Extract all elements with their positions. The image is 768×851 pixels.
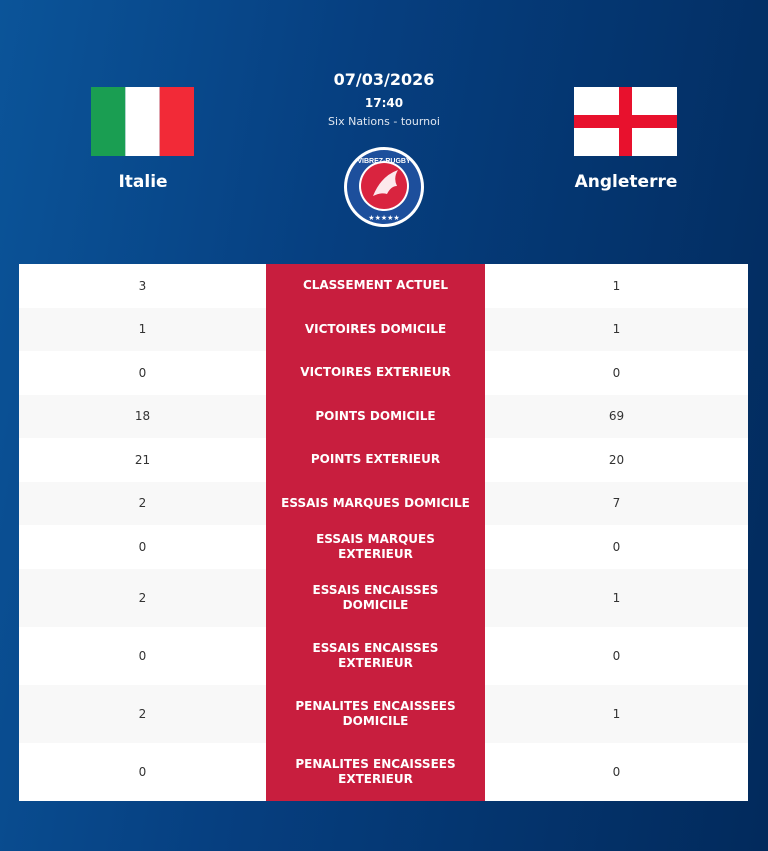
away-value: 0	[485, 626, 748, 685]
england-flag-icon	[574, 87, 677, 156]
match-time: 17:40	[364, 96, 404, 110]
table-row: 18 POINTS DOMICILE 69	[19, 394, 748, 438]
away-value: 0	[485, 525, 748, 569]
away-value: 1	[485, 684, 748, 744]
stat-label: POINTS EXTERIEUR	[266, 438, 485, 482]
home-value: 3	[19, 264, 266, 308]
stat-label: ESSAIS MARQUES EXTERIEUR	[266, 525, 485, 569]
stat-label: VICTOIRES DOMICILE	[266, 307, 485, 351]
table-row: 21 POINTS EXTERIEUR 20	[19, 438, 748, 482]
away-value: 0	[485, 743, 748, 802]
away-team-name: Angleterre	[574, 172, 678, 192]
home-value: 1	[19, 307, 266, 351]
table-row: 0 VICTOIRES EXTERIEUR 0	[19, 351, 748, 395]
match-date: 07/03/2026	[333, 70, 435, 89]
away-value: 7	[485, 481, 748, 525]
stat-label: ESSAIS MARQUES DOMICILE	[266, 481, 485, 525]
stat-label: VICTOIRES EXTERIEUR	[266, 351, 485, 395]
away-value: 1	[485, 307, 748, 351]
home-team: Italie	[91, 87, 195, 192]
table-row: 3 CLASSEMENT ACTUEL 1	[19, 264, 748, 308]
stat-label: CLASSEMENT ACTUEL	[266, 264, 485, 308]
home-value: 2	[19, 568, 266, 627]
home-value: 0	[19, 626, 266, 685]
table-row: 0 ESSAIS ENCAISSES EXTERIEUR 0	[19, 626, 748, 685]
away-value: 1	[485, 264, 748, 308]
stat-label: POINTS DOMICILE	[266, 394, 485, 438]
table-row: 2 ESSAIS MARQUES DOMICILE 7	[19, 481, 748, 525]
home-value: 21	[19, 438, 266, 482]
away-value: 0	[485, 351, 748, 395]
home-value: 2	[19, 481, 266, 525]
home-value: 0	[19, 525, 266, 569]
home-value: 0	[19, 351, 266, 395]
away-value: 1	[485, 568, 748, 627]
home-value: 18	[19, 394, 266, 438]
svg-text:VIBREZ-RUGBY: VIBREZ-RUGBY	[357, 158, 411, 165]
away-value: 20	[485, 438, 748, 482]
home-value: 2	[19, 684, 266, 744]
stat-label: ESSAIS ENCAISSES EXTERIEUR	[266, 626, 485, 685]
stat-label: PENALITES ENCAISSEES DOMICILE	[266, 684, 485, 744]
home-team-name: Italie	[118, 172, 168, 192]
table-row: 0 ESSAIS MARQUES EXTERIEUR 0	[19, 525, 748, 569]
table-row: 2 ESSAIS ENCAISSES DOMICILE 1	[19, 568, 748, 627]
table-row: 0 PENALITES ENCAISSEES EXTERIEUR 0	[19, 743, 748, 802]
svg-text:★★★★★: ★★★★★	[368, 214, 399, 222]
competition: Six Nations - tournoi	[328, 115, 440, 128]
italy-flag-icon	[91, 87, 194, 156]
stat-label: PENALITES ENCAISSEES EXTERIEUR	[266, 743, 485, 802]
home-value: 0	[19, 743, 266, 802]
match-info: 07/03/2026 17:40 Six Nations - tournoi	[284, 70, 484, 128]
stat-label: ESSAIS ENCAISSES DOMICILE	[266, 568, 485, 627]
table-row: 2 PENALITES ENCAISSEES DOMICILE 1	[19, 684, 748, 744]
away-team: Angleterre	[574, 87, 678, 192]
vibrez-rugby-logo: VIBREZ-RUGBY ★★★★★	[344, 147, 424, 227]
table-row: 1 VICTOIRES DOMICILE 1	[19, 307, 748, 351]
stats-table: 3 CLASSEMENT ACTUEL 1 1 VICTOIRES DOMICILE 1 0…	[19, 264, 748, 802]
away-value: 69	[485, 394, 748, 438]
